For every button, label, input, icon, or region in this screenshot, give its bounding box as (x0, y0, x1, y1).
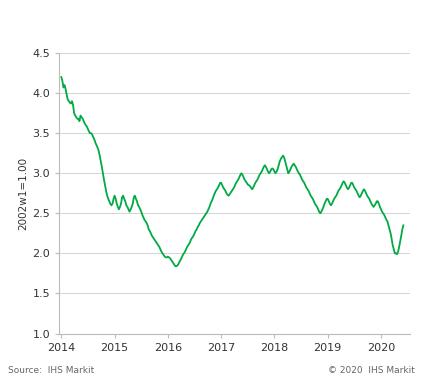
Text: Source:  IHS Markit: Source: IHS Markit (8, 366, 95, 375)
Text: IHS Markit Materials Price Index: IHS Markit Materials Price Index (11, 19, 278, 34)
Y-axis label: 2002w1=1.00: 2002w1=1.00 (18, 157, 28, 230)
Text: © 2020  IHS Markit: © 2020 IHS Markit (328, 366, 415, 375)
